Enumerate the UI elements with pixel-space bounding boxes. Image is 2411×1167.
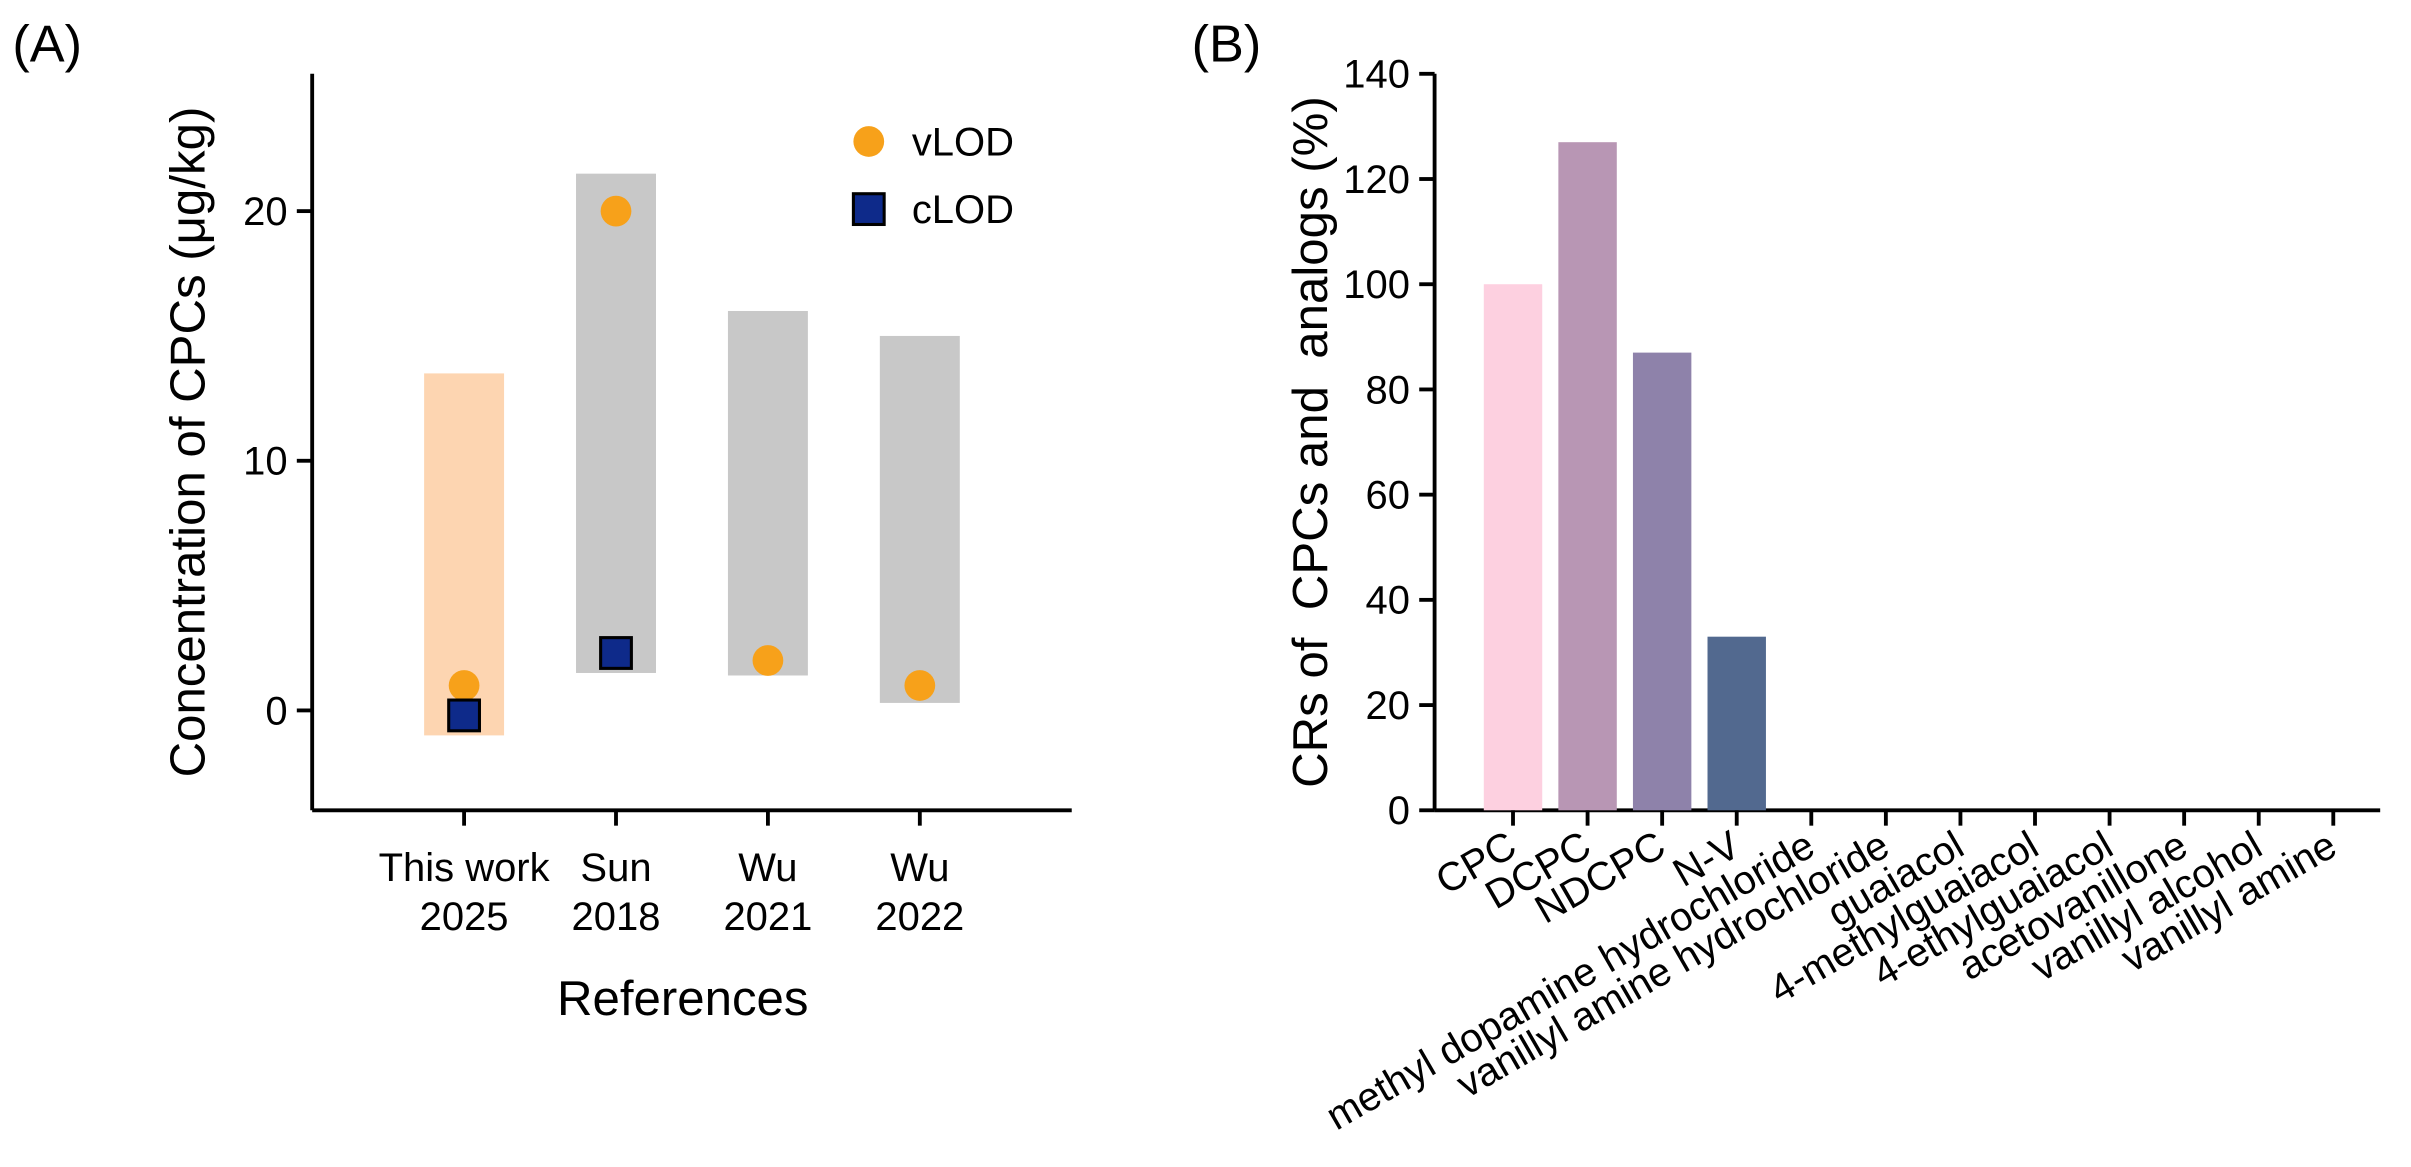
y-tick-label: 40 bbox=[1366, 579, 1410, 623]
legend-marker bbox=[853, 126, 885, 157]
bar bbox=[1707, 636, 1766, 811]
y-axis-label: Concentration of CPCs (μg/kg) bbox=[161, 107, 216, 778]
y-tick-label: 0 bbox=[1388, 789, 1410, 833]
x-tick-label: Sun 2018 bbox=[572, 846, 661, 939]
range-bar bbox=[576, 173, 656, 673]
y-tick-label: 100 bbox=[1343, 263, 1410, 307]
panel-label: (A) bbox=[12, 16, 82, 74]
x-tick-line: Sun bbox=[580, 846, 651, 890]
range-bar bbox=[879, 335, 960, 703]
x-tick-line: Wu bbox=[738, 846, 797, 890]
x-tick-line: This work bbox=[379, 846, 551, 890]
legend-label: cLOD bbox=[912, 188, 1014, 232]
x-tick-label: This work 2025 bbox=[379, 846, 551, 939]
bar bbox=[1632, 352, 1692, 811]
point bbox=[752, 645, 784, 676]
y-tick-label: 140 bbox=[1343, 53, 1410, 97]
x-tick-line: Wu bbox=[890, 846, 949, 890]
y-tick-label: 0 bbox=[265, 689, 287, 733]
point bbox=[904, 670, 936, 701]
y-tick-label: 10 bbox=[243, 440, 287, 484]
x-axis-label: References bbox=[557, 971, 809, 1026]
bar bbox=[1483, 284, 1543, 811]
y-tick-label: 20 bbox=[243, 190, 287, 234]
x-tick-label: Wu 2022 bbox=[875, 846, 964, 939]
x-tick-line: 2022 bbox=[875, 895, 964, 939]
y-tick-label: 80 bbox=[1366, 368, 1410, 412]
point bbox=[599, 636, 633, 670]
x-tick-line: 2018 bbox=[572, 895, 661, 939]
point bbox=[600, 195, 632, 227]
range-bar bbox=[727, 310, 808, 676]
point bbox=[448, 670, 480, 701]
legend-marker bbox=[851, 192, 886, 227]
point bbox=[447, 698, 482, 733]
panel-label: (B) bbox=[1192, 16, 1262, 74]
y-axis-label: CRs of CPCs and analogs (%) bbox=[1283, 96, 1338, 788]
y-tick-label: 20 bbox=[1366, 684, 1410, 728]
y-tick-label: 120 bbox=[1343, 158, 1410, 202]
bar bbox=[1558, 142, 1617, 811]
x-tick-line: 2025 bbox=[420, 895, 509, 939]
y-tick-label: 60 bbox=[1366, 473, 1410, 517]
x-tick-label: Wu 2021 bbox=[723, 846, 812, 939]
x-tick-line: 2021 bbox=[723, 895, 812, 939]
legend-label: vLOD bbox=[912, 120, 1014, 164]
